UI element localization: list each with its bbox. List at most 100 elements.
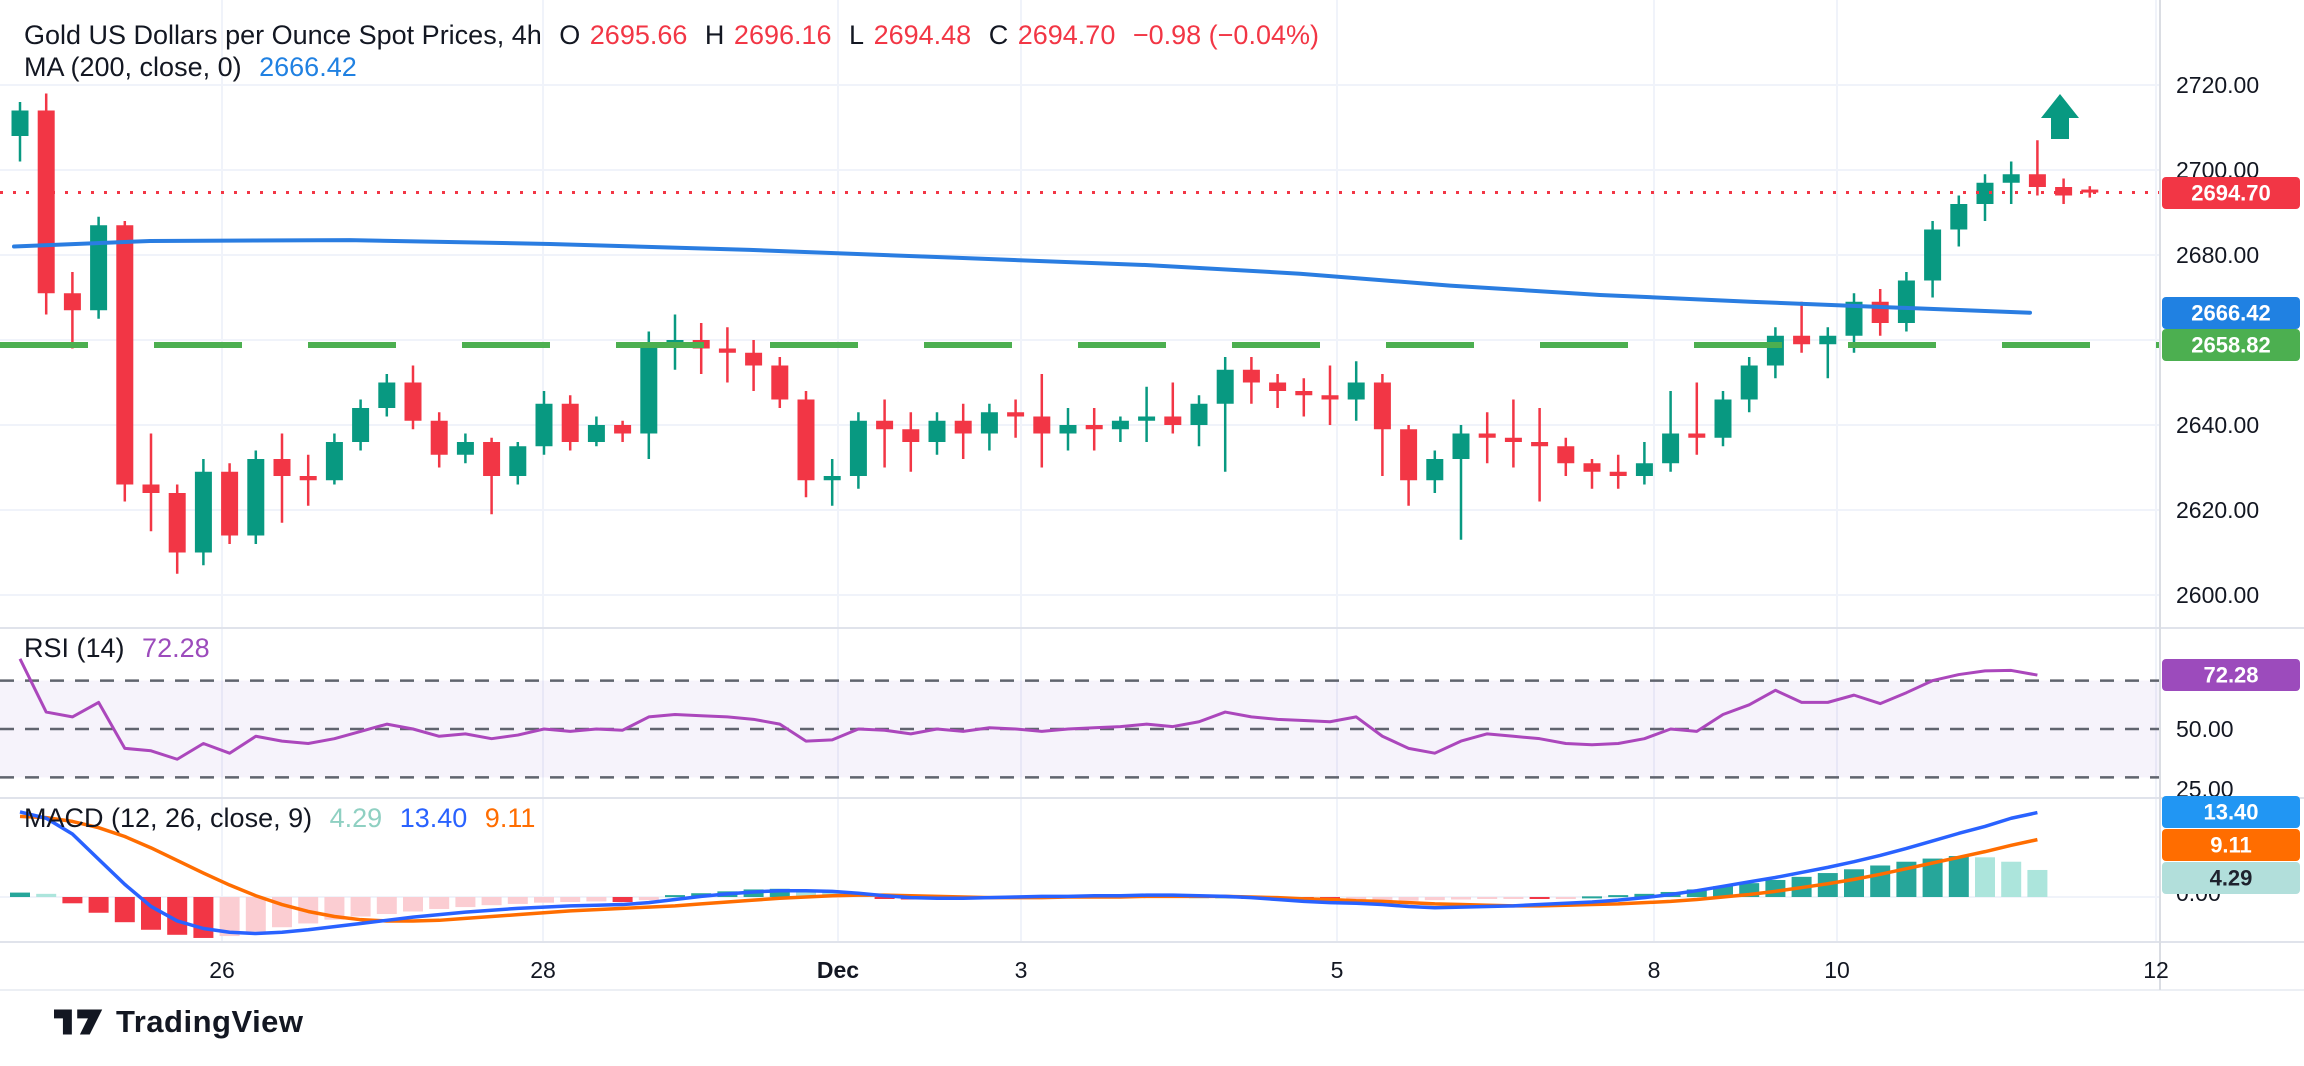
candle[interactable] xyxy=(849,420,867,476)
candle[interactable] xyxy=(325,442,343,481)
candle[interactable] xyxy=(1085,425,1103,430)
candle[interactable] xyxy=(456,442,474,455)
candle[interactable] xyxy=(1164,416,1182,426)
macd-histogram-bar[interactable] xyxy=(2001,861,2022,897)
candle[interactable] xyxy=(954,420,972,434)
macd-histogram-bar[interactable] xyxy=(1634,893,1655,897)
macd-histogram-bar[interactable] xyxy=(1477,897,1498,899)
candle[interactable] xyxy=(2002,174,2020,183)
macd-histogram-bar[interactable] xyxy=(481,897,502,906)
macd-histogram-bar[interactable] xyxy=(1948,856,1969,897)
candle[interactable] xyxy=(1819,335,1837,345)
candle[interactable] xyxy=(587,425,605,442)
candle[interactable] xyxy=(823,476,841,481)
candle[interactable] xyxy=(1583,463,1601,472)
rsi-legend[interactable]: RSI (14) 72.28 xyxy=(24,633,220,664)
candle[interactable] xyxy=(1950,204,1968,230)
candle[interactable] xyxy=(404,382,422,421)
candle[interactable] xyxy=(1662,433,1680,464)
tradingview-watermark[interactable]: TradingView xyxy=(54,1004,304,1040)
candle[interactable] xyxy=(221,471,239,536)
macd-histogram-bar[interactable] xyxy=(769,888,790,897)
macd-histogram-bar[interactable] xyxy=(874,897,895,899)
candle[interactable] xyxy=(1059,425,1077,434)
candle[interactable] xyxy=(1190,403,1208,425)
macd-histogram-bar[interactable] xyxy=(350,897,371,917)
candle[interactable] xyxy=(1766,335,1784,366)
candle[interactable] xyxy=(483,442,501,476)
macd-histogram-bar[interactable] xyxy=(796,890,816,897)
candle[interactable] xyxy=(90,225,108,311)
macd-histogram-bar[interactable] xyxy=(586,897,607,902)
candle[interactable] xyxy=(1845,301,1863,336)
candle[interactable] xyxy=(1504,437,1522,442)
macd-histogram-bar[interactable] xyxy=(534,897,554,903)
candle[interactable] xyxy=(1740,365,1758,400)
macd-histogram-bar[interactable] xyxy=(245,897,266,932)
price-scale[interactable]: 2720.002700.002680.002640.002620.002600.… xyxy=(2162,72,2300,906)
candle[interactable] xyxy=(1373,382,1391,430)
candle[interactable] xyxy=(561,403,579,442)
candle[interactable] xyxy=(1793,335,1811,345)
candle[interactable] xyxy=(1688,433,1706,438)
macd-histogram-bar[interactable] xyxy=(1398,897,1419,901)
macd-histogram-bar[interactable] xyxy=(1424,897,1445,901)
candle[interactable] xyxy=(2028,174,2046,187)
candle[interactable] xyxy=(1557,446,1575,464)
macd-histogram-bar[interactable] xyxy=(1582,896,1602,899)
macd-histogram-bar[interactable] xyxy=(1922,858,1943,897)
macd-histogram-bar[interactable] xyxy=(2027,869,2048,897)
macd-histogram-bar[interactable] xyxy=(167,897,188,935)
rsi-line[interactable] xyxy=(18,658,2038,761)
candle[interactable] xyxy=(63,293,81,311)
candle[interactable] xyxy=(1295,391,1313,396)
macd-histogram-bar[interactable] xyxy=(1529,897,1550,899)
candle[interactable] xyxy=(1400,429,1418,481)
candle[interactable] xyxy=(797,399,815,481)
candle[interactable] xyxy=(1007,412,1025,417)
macd-line[interactable] xyxy=(19,810,2038,936)
candle[interactable] xyxy=(1269,382,1287,392)
macd-histogram[interactable] xyxy=(10,856,2048,938)
macd-histogram-bar[interactable] xyxy=(638,897,659,901)
macd-histogram-bar[interactable] xyxy=(455,897,476,908)
candle[interactable] xyxy=(1609,471,1627,476)
macd-histogram-bar[interactable] xyxy=(193,897,214,938)
macd-histogram-bar[interactable] xyxy=(10,892,30,897)
candle[interactable] xyxy=(1242,369,1260,383)
candle[interactable] xyxy=(194,471,212,553)
macd-histogram-bar[interactable] xyxy=(88,897,109,913)
candle[interactable] xyxy=(614,425,632,434)
candle[interactable] xyxy=(640,344,658,434)
candlestick-series[interactable] xyxy=(11,93,2099,574)
macd-histogram-bar[interactable] xyxy=(1555,897,1576,899)
candle[interactable] xyxy=(352,408,370,442)
macd-histogram-bar[interactable] xyxy=(376,897,397,915)
candle[interactable] xyxy=(509,446,527,476)
candle[interactable] xyxy=(1216,369,1234,404)
candle[interactable] xyxy=(1321,395,1339,400)
candle[interactable] xyxy=(771,365,789,400)
macd-histogram-bar[interactable] xyxy=(1608,895,1629,898)
candle[interactable] xyxy=(1531,442,1549,447)
macd-histogram-bar[interactable] xyxy=(219,897,240,937)
candle[interactable] xyxy=(116,225,134,485)
candle[interactable] xyxy=(745,352,763,366)
candle[interactable] xyxy=(718,348,736,353)
candle[interactable] xyxy=(1976,182,1994,204)
candle[interactable] xyxy=(876,420,894,430)
candle[interactable] xyxy=(928,420,946,442)
macd-histogram-bar[interactable] xyxy=(62,897,83,904)
macd-histogram-bar[interactable] xyxy=(141,897,161,930)
time-scale[interactable]: 26 28 Dec 3 5 8 10 12 xyxy=(209,957,2169,983)
buy-arrow-marker[interactable] xyxy=(2041,94,2079,139)
candle[interactable] xyxy=(430,420,448,455)
macd-histogram-bar[interactable] xyxy=(114,897,135,923)
macd-histogram-bar[interactable] xyxy=(507,897,528,904)
candle[interactable] xyxy=(902,429,920,442)
candle[interactable] xyxy=(535,403,553,447)
candle[interactable] xyxy=(142,484,160,494)
macd-histogram-bar[interactable] xyxy=(1372,897,1393,902)
candle[interactable] xyxy=(299,476,317,481)
main-legend[interactable]: Gold US Dollars per Ounce Spot Prices, 4… xyxy=(24,20,1329,51)
